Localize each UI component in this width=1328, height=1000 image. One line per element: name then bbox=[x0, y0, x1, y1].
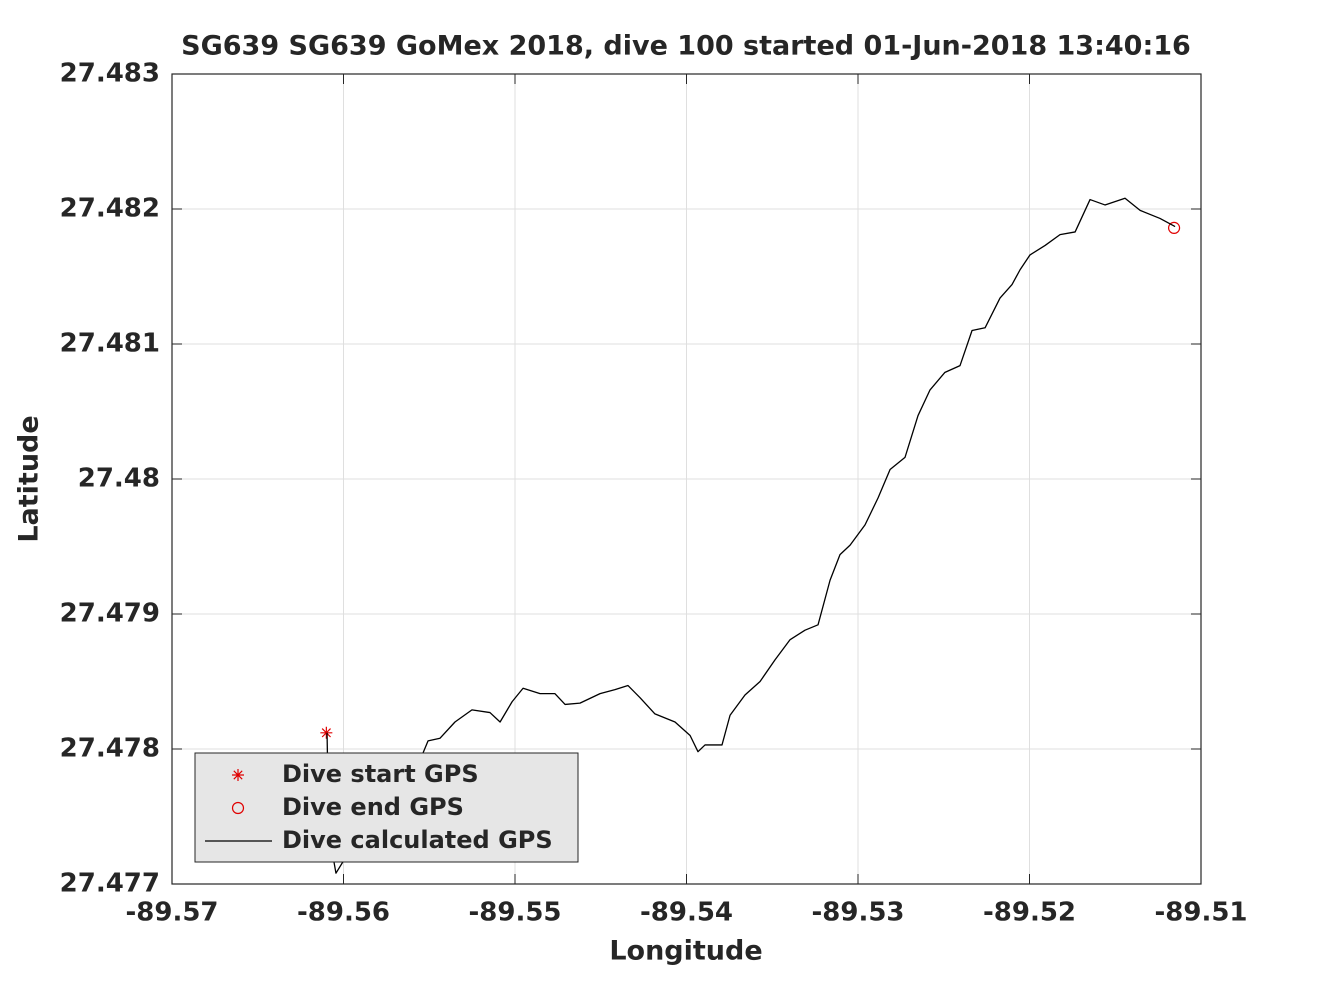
y-tick-label: 27.482 bbox=[60, 194, 160, 224]
legend-label: Dive calculated GPS bbox=[282, 826, 553, 854]
y-tick-label: 27.483 bbox=[60, 59, 160, 89]
legend-box bbox=[194, 752, 579, 863]
end-marker bbox=[231, 801, 245, 815]
legend-label: Dive start GPS bbox=[282, 760, 479, 788]
y-tick-label: 27.478 bbox=[60, 734, 160, 764]
y-axis-label: Latitude bbox=[14, 415, 45, 542]
x-tick-label: -89.51 bbox=[1154, 898, 1247, 928]
x-tick-label: -89.55 bbox=[468, 898, 561, 928]
start-marker bbox=[320, 726, 333, 739]
y-tick-label: 27.481 bbox=[60, 329, 160, 359]
axes-box bbox=[171, 73, 1202, 885]
start-marker bbox=[232, 769, 244, 781]
legend-label: Dive end GPS bbox=[282, 793, 464, 821]
chart-title: SG639 SG639 GoMex 2018, dive 100 started… bbox=[181, 31, 1191, 62]
end-marker bbox=[1167, 221, 1181, 234]
x-tick-label: -89.53 bbox=[811, 898, 904, 928]
y-tick-label: 27.477 bbox=[60, 869, 160, 899]
y-tick-label: 27.479 bbox=[60, 599, 160, 629]
y-tick-label: 27.48 bbox=[78, 464, 160, 494]
x-axis-label: Longitude bbox=[609, 936, 762, 967]
x-tick-label: -89.56 bbox=[297, 898, 390, 928]
x-tick-label: -89.54 bbox=[640, 898, 733, 928]
x-tick-label: -89.57 bbox=[125, 898, 218, 928]
track-line bbox=[326, 197, 1176, 874]
x-tick-label: -89.52 bbox=[983, 898, 1076, 928]
